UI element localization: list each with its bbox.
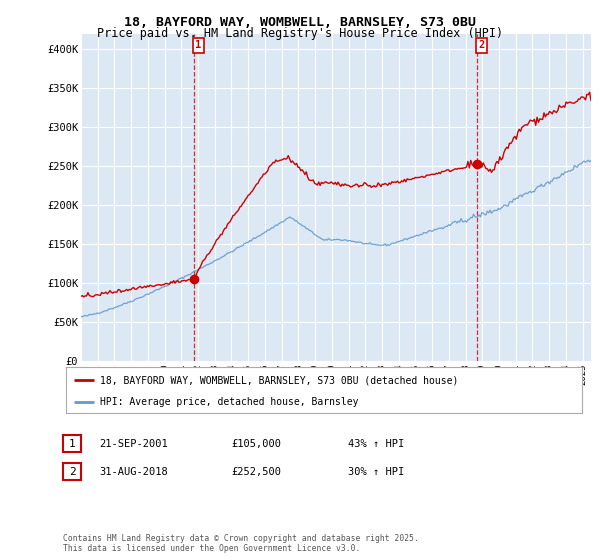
Text: 21-SEP-2001: 21-SEP-2001: [99, 438, 168, 449]
Text: 2: 2: [478, 40, 485, 50]
Text: 18, BAYFORD WAY, WOMBWELL, BARNSLEY, S73 0BU (detached house): 18, BAYFORD WAY, WOMBWELL, BARNSLEY, S73…: [100, 375, 458, 385]
Text: Contains HM Land Registry data © Crown copyright and database right 2025.
This d: Contains HM Land Registry data © Crown c…: [63, 534, 419, 553]
Text: HPI: Average price, detached house, Barnsley: HPI: Average price, detached house, Barn…: [100, 397, 358, 407]
Text: 43% ↑ HPI: 43% ↑ HPI: [348, 438, 404, 449]
Text: 2: 2: [68, 466, 76, 477]
Text: £105,000: £105,000: [231, 438, 281, 449]
Text: 31-AUG-2018: 31-AUG-2018: [99, 466, 168, 477]
Text: £252,500: £252,500: [231, 466, 281, 477]
Text: 30% ↑ HPI: 30% ↑ HPI: [348, 466, 404, 477]
Text: 18, BAYFORD WAY, WOMBWELL, BARNSLEY, S73 0BU: 18, BAYFORD WAY, WOMBWELL, BARNSLEY, S73…: [124, 16, 476, 29]
Text: Price paid vs. HM Land Registry's House Price Index (HPI): Price paid vs. HM Land Registry's House …: [97, 27, 503, 40]
Text: 1: 1: [68, 438, 76, 449]
Text: 1: 1: [195, 40, 202, 50]
